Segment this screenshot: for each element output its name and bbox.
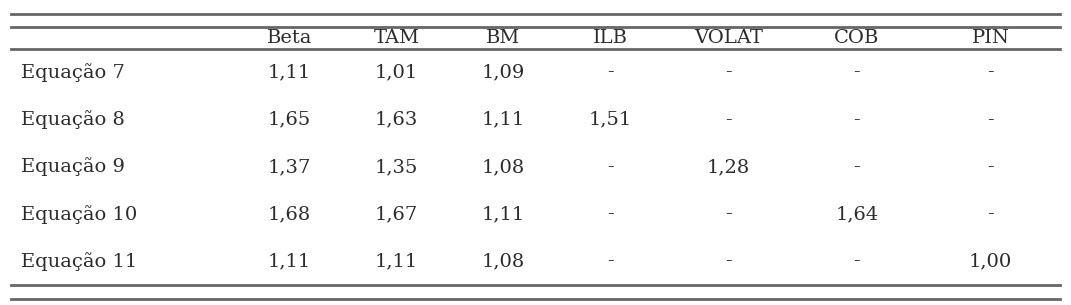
Text: 1,11: 1,11 bbox=[375, 253, 418, 271]
Text: Beta: Beta bbox=[267, 29, 312, 47]
Text: -: - bbox=[987, 205, 994, 223]
Text: Equação 10: Equação 10 bbox=[21, 205, 138, 224]
Text: 1,00: 1,00 bbox=[969, 253, 1012, 271]
Text: -: - bbox=[607, 158, 614, 176]
Text: 1,11: 1,11 bbox=[268, 63, 311, 81]
Text: 1,01: 1,01 bbox=[375, 63, 418, 81]
Text: -: - bbox=[854, 63, 860, 81]
Text: 1,11: 1,11 bbox=[482, 205, 525, 223]
Text: BM: BM bbox=[486, 29, 521, 47]
Text: -: - bbox=[854, 253, 860, 271]
Text: -: - bbox=[854, 158, 860, 176]
Text: 1,11: 1,11 bbox=[268, 253, 311, 271]
Text: 1,67: 1,67 bbox=[375, 205, 418, 223]
Text: 1,65: 1,65 bbox=[268, 111, 311, 129]
Text: -: - bbox=[987, 158, 994, 176]
Text: Equação 8: Equação 8 bbox=[21, 110, 125, 129]
Text: -: - bbox=[987, 63, 994, 81]
Text: 1,08: 1,08 bbox=[482, 158, 525, 176]
Text: Equação 11: Equação 11 bbox=[21, 252, 138, 271]
Text: -: - bbox=[607, 253, 614, 271]
Text: -: - bbox=[725, 111, 731, 129]
Text: -: - bbox=[725, 205, 731, 223]
Text: 1,64: 1,64 bbox=[835, 205, 878, 223]
Text: -: - bbox=[725, 63, 731, 81]
Text: VOLAT: VOLAT bbox=[694, 29, 763, 47]
Text: -: - bbox=[725, 253, 731, 271]
Text: 1,35: 1,35 bbox=[375, 158, 418, 176]
Text: 1,09: 1,09 bbox=[482, 63, 525, 81]
Text: 1,28: 1,28 bbox=[707, 158, 750, 176]
Text: 1,08: 1,08 bbox=[482, 253, 525, 271]
Text: 1,37: 1,37 bbox=[268, 158, 311, 176]
Text: 1,51: 1,51 bbox=[589, 111, 632, 129]
Text: 1,11: 1,11 bbox=[482, 111, 525, 129]
Text: PIN: PIN bbox=[971, 29, 1010, 47]
Text: 1,68: 1,68 bbox=[268, 205, 311, 223]
Text: -: - bbox=[854, 111, 860, 129]
Text: Equação 9: Equação 9 bbox=[21, 157, 125, 177]
Text: COB: COB bbox=[834, 29, 879, 47]
Text: ILB: ILB bbox=[593, 29, 628, 47]
Text: Equação 7: Equação 7 bbox=[21, 63, 125, 82]
Text: -: - bbox=[987, 111, 994, 129]
Text: TAM: TAM bbox=[374, 29, 419, 47]
Text: 1,63: 1,63 bbox=[375, 111, 418, 129]
Text: -: - bbox=[607, 205, 614, 223]
Text: -: - bbox=[607, 63, 614, 81]
